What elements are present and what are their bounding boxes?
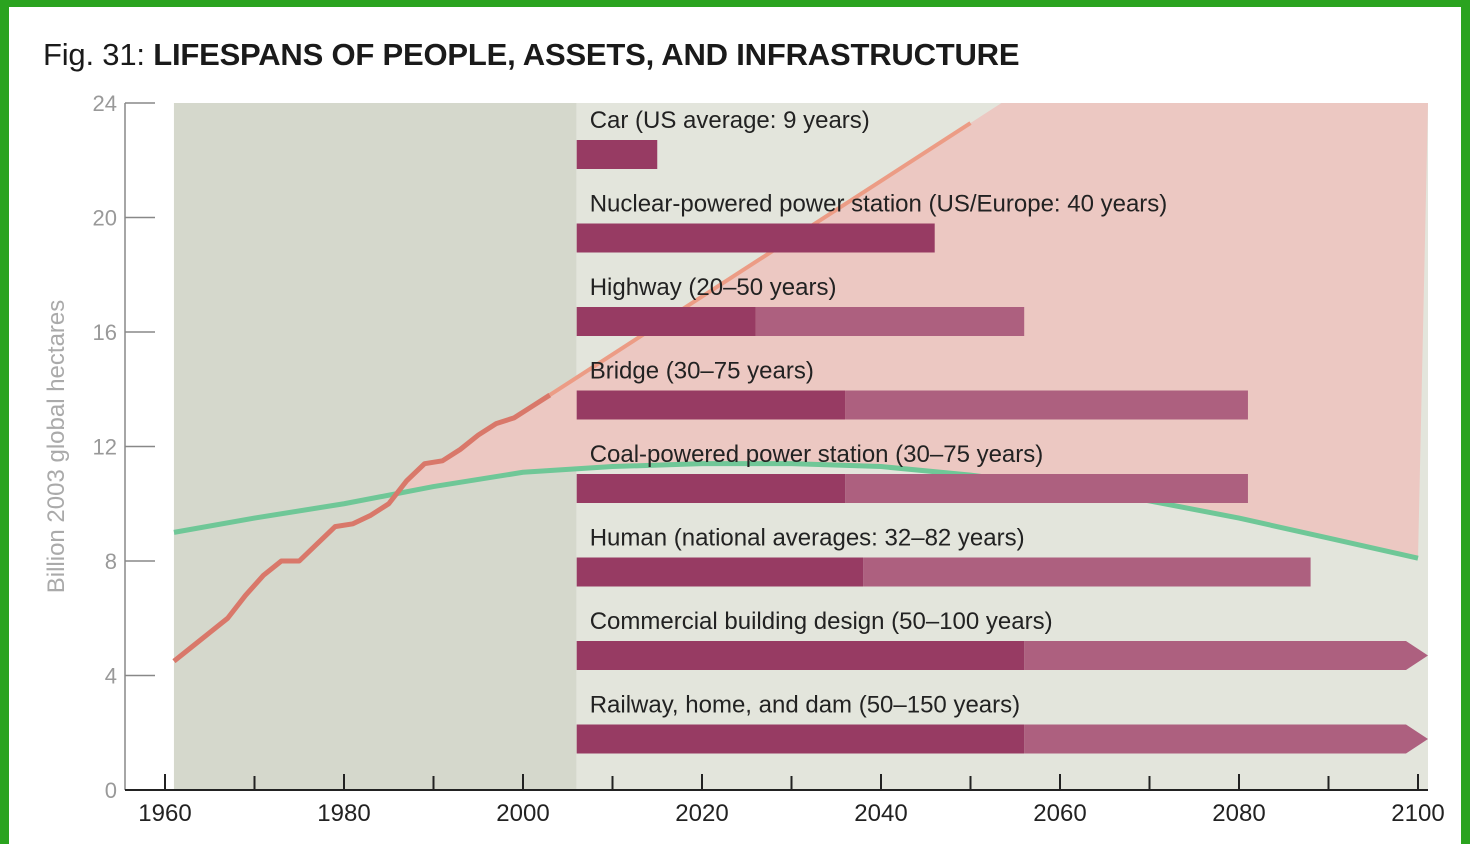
lifespan-bar-max xyxy=(845,474,1248,503)
lifespan-bar-group: Car (US average: 9 years) xyxy=(576,107,870,169)
lifespan-bar-group: Human (national averages: 32–82 years) xyxy=(576,525,1311,587)
lifespan-bar-min xyxy=(576,390,846,420)
lifespan-bar-label: Coal-powered power station (30–75 years) xyxy=(590,441,1044,468)
x-tick-label: 2000 xyxy=(496,800,549,827)
lifespan-bar-min xyxy=(576,557,864,587)
footprint-line xyxy=(172,392,552,664)
lifespan-bar-group: Coal-powered power station (30–75 years) xyxy=(576,441,1248,503)
lifespan-bar-group: Commercial building design (50–100 years… xyxy=(576,608,1428,670)
y-tick-label: 8 xyxy=(105,549,117,574)
lifespan-bar-label: Human (national averages: 32–82 years) xyxy=(590,525,1025,552)
y-tick-label: 20 xyxy=(93,206,117,231)
lifespan-bar-min xyxy=(576,140,658,169)
lifespan-bar-min xyxy=(576,641,1025,670)
lifespan-bar-group: Bridge (30–75 years) xyxy=(576,358,1248,420)
y-tick-label: 16 xyxy=(93,320,117,345)
y-tick-label: 4 xyxy=(105,664,117,689)
y-tick-label: 24 xyxy=(93,91,117,116)
lifespan-bar-label: Nuclear-powered power station (US/Europe… xyxy=(590,191,1168,218)
figure-title-main: LIFESPANS OF PEOPLE, ASSETS, AND INFRAST… xyxy=(153,37,1020,72)
footprint-projection-line xyxy=(548,121,972,397)
x-tick-label: 2040 xyxy=(854,800,907,827)
lifespan-bar-max xyxy=(863,557,1311,587)
x-tick-label: 2060 xyxy=(1033,800,1086,827)
biocapacity-line xyxy=(173,461,1419,561)
lifespan-bar-group: Nuclear-powered power station (US/Europe… xyxy=(576,191,1168,253)
lifespan-bar-max xyxy=(755,307,1025,336)
x-tick-label: 1960 xyxy=(138,800,191,827)
figure-title: Fig. 31: LIFESPANS OF PEOPLE, ASSETS, AN… xyxy=(43,37,1020,73)
figure-title-prefix: Fig. 31: xyxy=(43,37,145,72)
lifespan-bar-max-arrow xyxy=(1024,641,1428,670)
lifespan-bar-min xyxy=(576,474,846,503)
lifespan-bar-min xyxy=(576,307,756,336)
lifespan-bar-label: Bridge (30–75 years) xyxy=(590,358,814,385)
lifespan-bar-max-arrow xyxy=(1024,724,1428,754)
x-tick-label: 1980 xyxy=(317,800,370,827)
y-tick-label: 12 xyxy=(93,435,117,460)
lifespan-bar-group: Highway (20–50 years) xyxy=(576,274,1025,336)
lifespan-bar-max xyxy=(845,390,1248,420)
y-tick-label: 0 xyxy=(105,778,117,803)
lifespan-bar-label: Railway, home, and dam (50–150 years) xyxy=(590,692,1020,719)
y-axis-title: Billion 2003 global hectares xyxy=(43,300,70,594)
lifespan-bar-min xyxy=(576,724,1025,754)
lifespan-bar-min xyxy=(576,223,935,253)
x-tick-label: 2020 xyxy=(675,800,728,827)
lifespan-bar-group: Railway, home, and dam (50–150 years) xyxy=(576,692,1428,754)
lifespan-bar-label: Highway (20–50 years) xyxy=(590,274,837,301)
lifespan-bar-label: Car (US average: 9 years) xyxy=(590,107,870,134)
x-tick-label: 2080 xyxy=(1212,800,1265,827)
x-tick-label: 2100 xyxy=(1391,800,1444,827)
lifespan-bar-label: Commercial building design (50–100 years… xyxy=(590,608,1053,635)
